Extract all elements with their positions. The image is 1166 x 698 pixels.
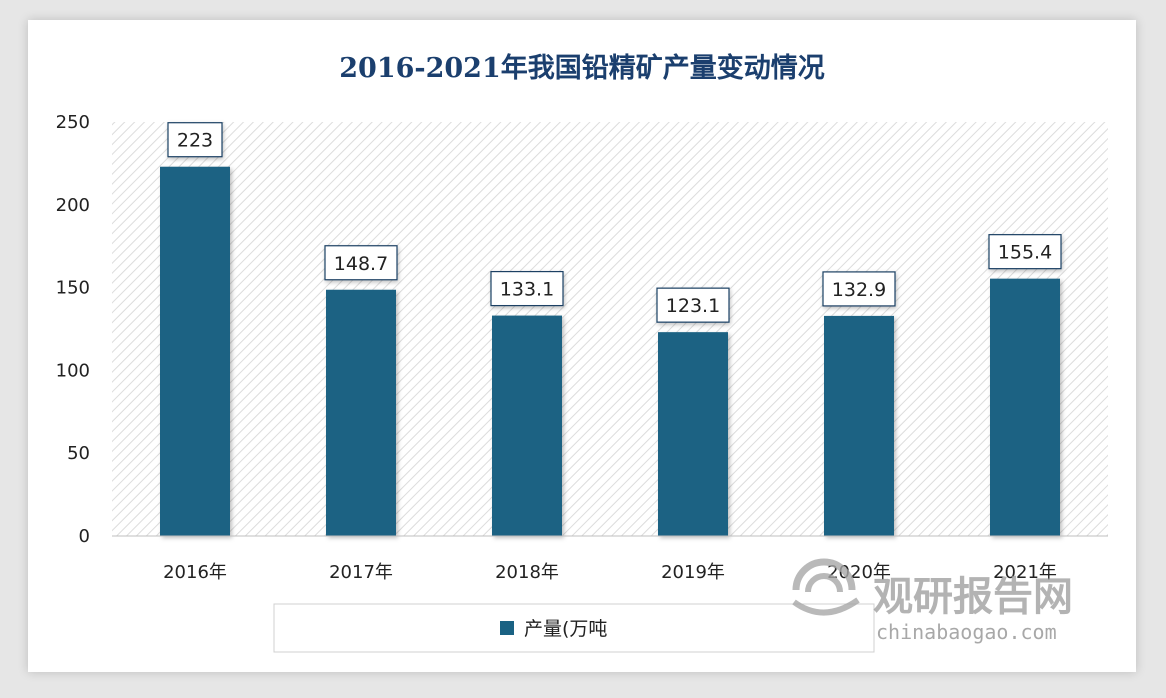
chart-card: 2016-2021年我国铅精矿产量变动情况 0 50 100 150 200 250 22… xyxy=(28,20,1136,672)
watermark-logo-icon xyxy=(792,558,860,616)
data-label-box xyxy=(988,234,1062,270)
bar xyxy=(492,315,562,536)
watermark-brand: 观研报告网 xyxy=(873,574,1073,620)
data-label: 148.7 xyxy=(334,253,388,275)
y-tick-label: 200 xyxy=(56,195,90,216)
x-tick-label: 2021年 xyxy=(993,562,1057,583)
legend: 产量(万吨 xyxy=(273,603,875,653)
bar xyxy=(658,332,728,536)
data-label: 132.9 xyxy=(832,279,886,301)
x-tick-label: 2016年 xyxy=(163,562,227,583)
legend-label: 产量(万吨 xyxy=(524,618,607,640)
bar xyxy=(326,289,396,536)
bar xyxy=(160,166,230,536)
data-label-box xyxy=(822,271,896,307)
y-axis: 0 50 100 150 200 250 xyxy=(56,112,90,547)
legend-swatch xyxy=(500,621,514,635)
x-tick-label: 2018年 xyxy=(495,562,559,583)
y-tick-label: 0 xyxy=(79,526,90,547)
y-tick-label: 150 xyxy=(56,278,90,299)
watermark: 观研报告网 chinabaogao.com xyxy=(792,558,1073,644)
data-label: 133.1 xyxy=(500,279,554,301)
bar xyxy=(990,278,1060,536)
bar-chart: 2016-2021年我国铅精矿产量变动情况 0 50 100 150 200 250 22… xyxy=(56,52,1108,653)
x-tick-label: 2017年 xyxy=(329,562,393,583)
chart-title: 2016-2021年我国铅精矿产量变动情况 xyxy=(339,52,825,84)
bar xyxy=(824,315,894,536)
data-label: 155.4 xyxy=(998,242,1052,264)
data-label-box xyxy=(167,122,223,158)
x-tick-label: 2019年 xyxy=(661,562,725,583)
bars-group xyxy=(160,166,1060,536)
y-tick-label: 250 xyxy=(56,112,90,133)
data-labels-group: 223 148.7 133.1 123.1 132.9 155.4 xyxy=(167,122,1062,323)
data-label-box xyxy=(490,270,564,307)
y-tick-label: 50 xyxy=(67,443,90,464)
data-label: 223 xyxy=(177,130,213,152)
data-label: 123.1 xyxy=(666,295,720,317)
y-tick-label: 100 xyxy=(56,360,90,381)
plot-area xyxy=(112,122,1108,536)
data-label-box xyxy=(656,287,730,323)
watermark-url: chinabaogao.com xyxy=(876,620,1057,644)
legend-box xyxy=(273,603,875,653)
data-label-box xyxy=(324,245,398,281)
